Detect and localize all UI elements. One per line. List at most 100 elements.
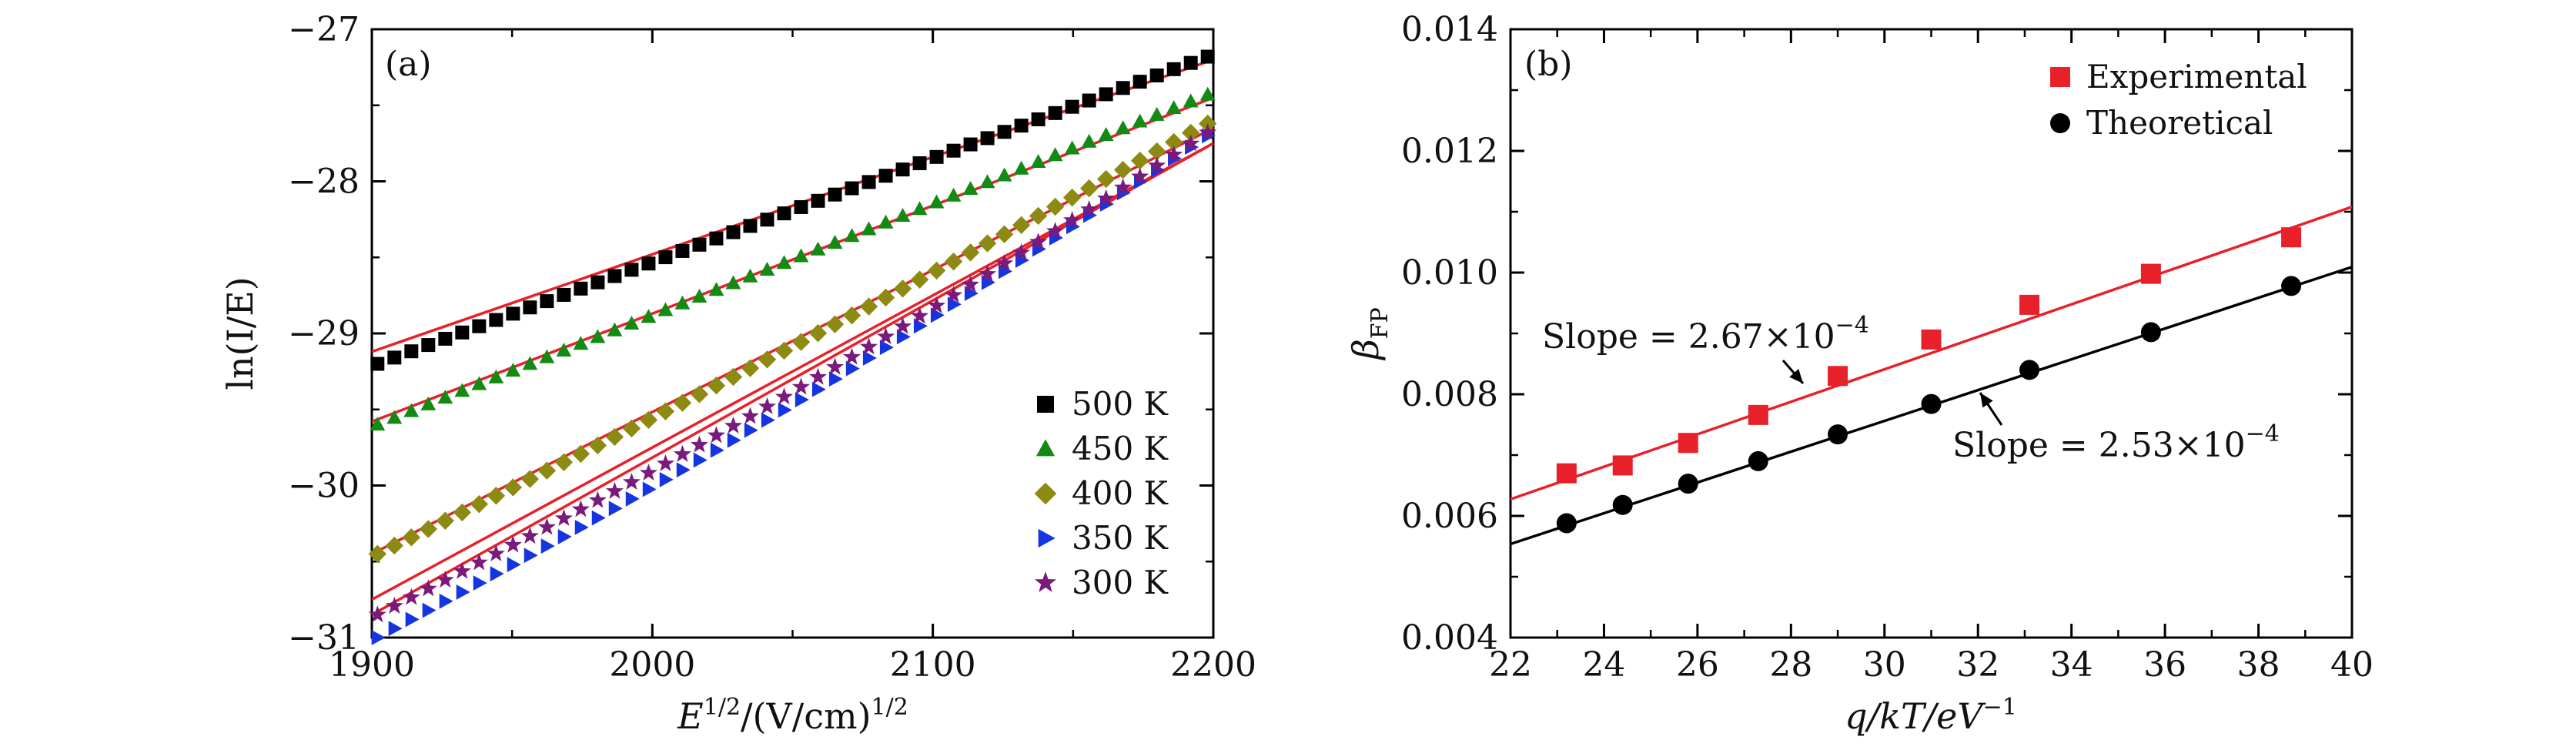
data-point xyxy=(808,323,828,343)
data-point xyxy=(1079,179,1099,198)
legend-label: 300 K xyxy=(1072,564,1169,601)
data-point xyxy=(842,306,861,325)
data-point xyxy=(724,367,743,387)
data-point xyxy=(944,252,963,271)
data-point xyxy=(1183,93,1199,108)
data-point xyxy=(368,544,386,564)
x-tick-label: 40 xyxy=(2330,645,2374,685)
legend-marker-350k xyxy=(1038,528,1055,548)
data-point xyxy=(743,219,758,233)
data-point xyxy=(505,363,521,377)
data-point xyxy=(1098,127,1114,142)
data-point xyxy=(929,149,944,164)
data-point xyxy=(607,322,623,336)
legend-label: Theoretical xyxy=(2086,104,2273,142)
data-point xyxy=(590,329,606,343)
data-point xyxy=(930,307,945,323)
data-point xyxy=(827,234,843,249)
data-point xyxy=(524,547,538,564)
data-point xyxy=(607,269,622,283)
data-point xyxy=(774,387,794,405)
data-point xyxy=(1063,211,1082,228)
data-point xyxy=(405,611,420,628)
data-point xyxy=(1748,450,1768,471)
data-point xyxy=(506,306,520,321)
data-point xyxy=(639,410,658,430)
legend-marker-experimental xyxy=(2050,67,2070,87)
panel-b-data-points xyxy=(1556,227,2302,534)
data-point xyxy=(574,281,588,296)
data-point xyxy=(741,359,760,377)
data-point xyxy=(758,350,777,369)
data-point xyxy=(861,221,877,236)
data-point xyxy=(2281,227,2302,248)
panel-b-legend: Experimental Theoretical xyxy=(2050,58,2307,142)
data-point xyxy=(419,579,437,597)
data-point xyxy=(556,342,572,357)
y-tick-label: −28 xyxy=(288,162,360,202)
data-point xyxy=(795,392,809,408)
data-point xyxy=(503,478,523,497)
data-point xyxy=(963,137,978,152)
data-point xyxy=(507,557,521,573)
panel-a-y-axis-title: ln(I/E) xyxy=(219,276,261,390)
data-point xyxy=(928,296,946,313)
legend-marker-500k xyxy=(1037,396,1054,413)
data-point xyxy=(828,371,843,387)
panel-a-ticks: 1900 2000 2100 2200 −31 −30 −29 −28 −27 xyxy=(288,10,1256,685)
data-point xyxy=(656,454,674,472)
x-tick-label: 28 xyxy=(1769,645,1812,685)
data-point xyxy=(385,536,403,555)
data-point xyxy=(910,270,929,289)
data-point xyxy=(928,194,945,209)
data-point xyxy=(1921,329,1942,350)
data-point xyxy=(489,313,503,327)
data-point xyxy=(488,369,504,383)
data-point xyxy=(912,201,928,216)
data-point xyxy=(675,243,690,258)
data-point xyxy=(1099,87,1113,102)
y-tick-label: 0.004 xyxy=(1401,618,1498,658)
data-point xyxy=(1165,145,1183,162)
data-point xyxy=(370,357,385,371)
data-point xyxy=(387,350,402,365)
data-point xyxy=(676,462,691,478)
data-point xyxy=(878,169,893,183)
legend-label: Experimental xyxy=(2086,58,2307,95)
data-point xyxy=(862,350,877,366)
data-point xyxy=(1148,156,1166,173)
series-500k xyxy=(370,49,1215,371)
data-point xyxy=(895,208,911,223)
data-point xyxy=(709,231,724,246)
data-point xyxy=(608,501,623,517)
data-point xyxy=(539,349,555,363)
x-tick-label: 34 xyxy=(2050,645,2093,685)
x-tick-label: 1900 xyxy=(329,645,415,685)
data-point xyxy=(761,412,775,428)
panel-b: 22 24 26 28 30 32 34 36 38 40 0.004 0.006 0.008 0.010… xyxy=(1345,10,2374,737)
data-point xyxy=(557,529,572,544)
data-point xyxy=(760,213,774,227)
data-point xyxy=(573,336,589,350)
data-point xyxy=(625,491,640,507)
data-point xyxy=(1012,216,1031,235)
data-point xyxy=(845,181,859,196)
series-experimental xyxy=(1556,227,2302,484)
data-point xyxy=(1045,197,1065,216)
data-point xyxy=(503,535,522,553)
data-point xyxy=(657,302,674,316)
data-point xyxy=(825,315,845,333)
data-point xyxy=(1678,474,1698,494)
y-tick-label: −29 xyxy=(288,314,360,353)
panel-a-x-axis-title: E1/2/(V/cm)1/2 xyxy=(677,694,908,737)
x-tick-label: 2200 xyxy=(1170,645,1256,685)
data-point xyxy=(995,253,1014,271)
data-point xyxy=(639,464,657,481)
data-point xyxy=(1031,112,1045,126)
data-point xyxy=(1132,75,1147,89)
data-point xyxy=(876,288,895,307)
panel-a-legend: 500 K 450 K 400 K 350 K 300 K xyxy=(1034,385,1169,601)
data-point xyxy=(641,256,656,271)
panel-b-ticks: 22 24 26 28 30 32 34 36 38 40 0.004 0.006 0.008 0.010… xyxy=(1401,10,2374,685)
